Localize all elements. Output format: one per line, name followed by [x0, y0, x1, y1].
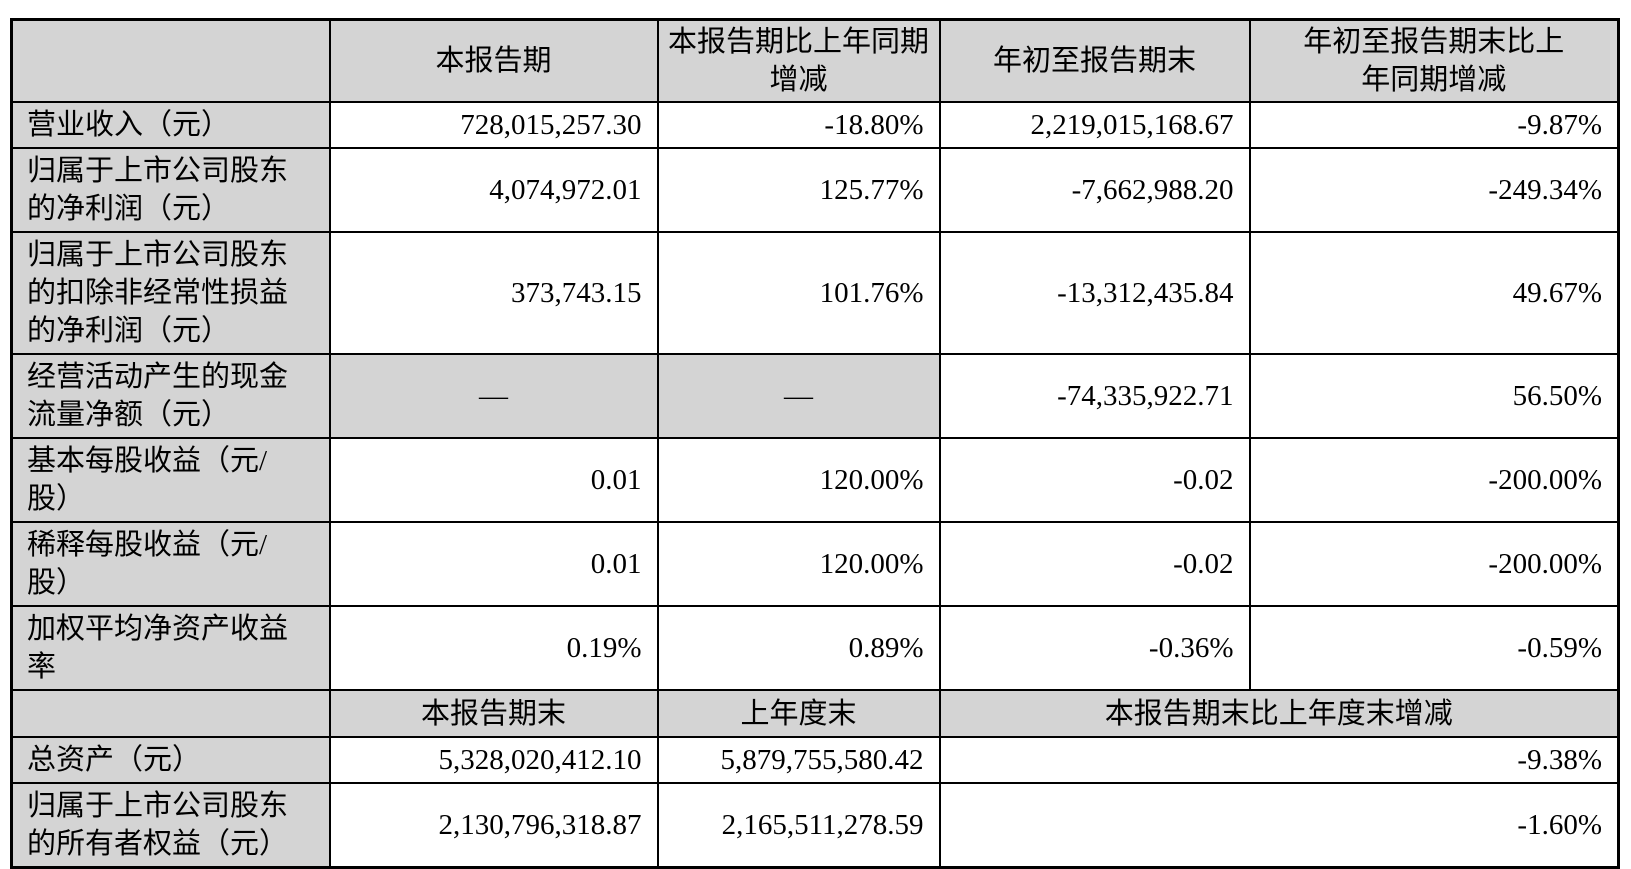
row-diluted-eps: 稀释每股收益（元/股） 0.01 120.00% -0.02 -200.00% [10, 521, 1620, 607]
row-label: 加权平均净资产收益率 [10, 605, 331, 691]
cell-current-yoy: 0.89% [656, 605, 941, 691]
cell-change: -9.38% [938, 736, 1620, 784]
cell-current: 728,015,257.30 [328, 101, 659, 149]
header-ytd: 年初至报告期末 [938, 18, 1251, 103]
header-ytd-label: 年初至报告期末 [992, 45, 1196, 77]
header-current-period: 本报告期 [328, 18, 659, 103]
header-end-vs-prev-change: 本报告期末比上年度末增减 [938, 689, 1620, 738]
key-financials-table: 本报告期 本报告期比上年同期增减 年初至报告期末 年初至报告期末比上年同期增减 … [10, 18, 1620, 869]
cell-prev-year-end: 2,165,511,278.59 [656, 782, 941, 869]
cell-ytd-yoy: 56.50% [1248, 353, 1620, 439]
row-label: 稀释每股收益（元/股） [10, 521, 331, 607]
cell-current: 0.01 [328, 437, 659, 523]
row-label: 归属于上市公司股东的扣除非经常性损益的净利润（元） [10, 231, 331, 355]
cell-ytd-yoy: 49.67% [1248, 231, 1620, 355]
cell-ytd-yoy: -0.59% [1248, 605, 1620, 691]
cell-current: 0.19% [328, 605, 659, 691]
row-label: 基本每股收益（元/股） [10, 437, 331, 523]
cell-current-yoy: -18.80% [656, 101, 941, 149]
header-row-period-end: 本报告期末 上年度末 本报告期末比上年度末增减 [10, 689, 1620, 738]
row-label: 经营活动产生的现金流量净额（元） [10, 353, 331, 439]
header-report-period-end: 本报告期末 [328, 689, 659, 738]
cell-current-dash: — [328, 353, 659, 439]
cell-ytd: -0.02 [938, 437, 1251, 523]
cell-ytd: -0.36% [938, 605, 1251, 691]
cell-current: 0.01 [328, 521, 659, 607]
cell-change: -1.60% [938, 782, 1620, 869]
cell-ytd-yoy: -200.00% [1248, 521, 1620, 607]
cell-current: 4,074,972.01 [328, 147, 659, 233]
row-basic-eps: 基本每股收益（元/股） 0.01 120.00% -0.02 -200.00% [10, 437, 1620, 523]
row-label: 归属于上市公司股东的净利润（元） [10, 147, 331, 233]
row-net-profit: 归属于上市公司股东的净利润（元） 4,074,972.01 125.77% -7… [10, 147, 1620, 233]
header-row-period: 本报告期 本报告期比上年同期增减 年初至报告期末 年初至报告期末比上年同期增减 [10, 18, 1620, 103]
cell-ytd: -0.02 [938, 521, 1251, 607]
cell-ytd: -74,335,922.71 [938, 353, 1251, 439]
row-label: 总资产（元） [10, 736, 331, 784]
header-ytd-yoy: 年初至报告期末比上年同期增减 [1248, 18, 1620, 103]
header-empty-cell [10, 689, 331, 738]
row-operating-revenue: 营业收入（元） 728,015,257.30 -18.80% 2,219,015… [10, 101, 1620, 149]
header-current-period-yoy: 本报告期比上年同期增减 [656, 18, 941, 103]
cell-ytd-yoy: -249.34% [1248, 147, 1620, 233]
cell-period-end: 2,130,796,318.87 [328, 782, 659, 869]
row-total-assets: 总资产（元） 5,328,020,412.10 5,879,755,580.42… [10, 736, 1620, 784]
cell-ytd-yoy: -200.00% [1248, 437, 1620, 523]
cell-current-yoy-dash: — [656, 353, 941, 439]
row-label: 营业收入（元） [10, 101, 331, 149]
header-prev-year-end: 上年度末 [656, 689, 941, 738]
cell-period-end: 5,328,020,412.10 [328, 736, 659, 784]
header-current-period-yoy-label: 本报告期比上年同期增减 [667, 26, 929, 96]
row-operating-cash-flow: 经营活动产生的现金流量净额（元） — — -74,335,922.71 56.5… [10, 353, 1620, 439]
cell-prev-year-end: 5,879,755,580.42 [656, 736, 941, 784]
cell-current-yoy: 101.76% [656, 231, 941, 355]
cell-current-yoy: 120.00% [656, 521, 941, 607]
cell-ytd: -13,312,435.84 [938, 231, 1251, 355]
cell-ytd: -7,662,988.20 [938, 147, 1251, 233]
cell-current-yoy: 120.00% [656, 437, 941, 523]
header-empty-cell [10, 18, 331, 103]
cell-current: 373,743.15 [328, 231, 659, 355]
row-net-profit-excl-nonrecurring: 归属于上市公司股东的扣除非经常性损益的净利润（元） 373,743.15 101… [10, 231, 1620, 355]
row-weighted-avg-roe: 加权平均净资产收益率 0.19% 0.89% -0.36% -0.59% [10, 605, 1620, 691]
cell-current-yoy: 125.77% [656, 147, 941, 233]
header-ytd-yoy-label: 年初至报告期末比上年同期增减 [1303, 26, 1565, 96]
row-label: 归属于上市公司股东的所有者权益（元） [10, 782, 331, 869]
header-current-period-label: 本报告期 [435, 45, 552, 77]
report-page: 本报告期 本报告期比上年同期增减 年初至报告期末 年初至报告期末比上年同期增减 … [10, 18, 1620, 869]
cell-ytd-yoy: -9.87% [1248, 101, 1620, 149]
cell-ytd: 2,219,015,168.67 [938, 101, 1251, 149]
row-owners-equity: 归属于上市公司股东的所有者权益（元） 2,130,796,318.87 2,16… [10, 782, 1620, 869]
